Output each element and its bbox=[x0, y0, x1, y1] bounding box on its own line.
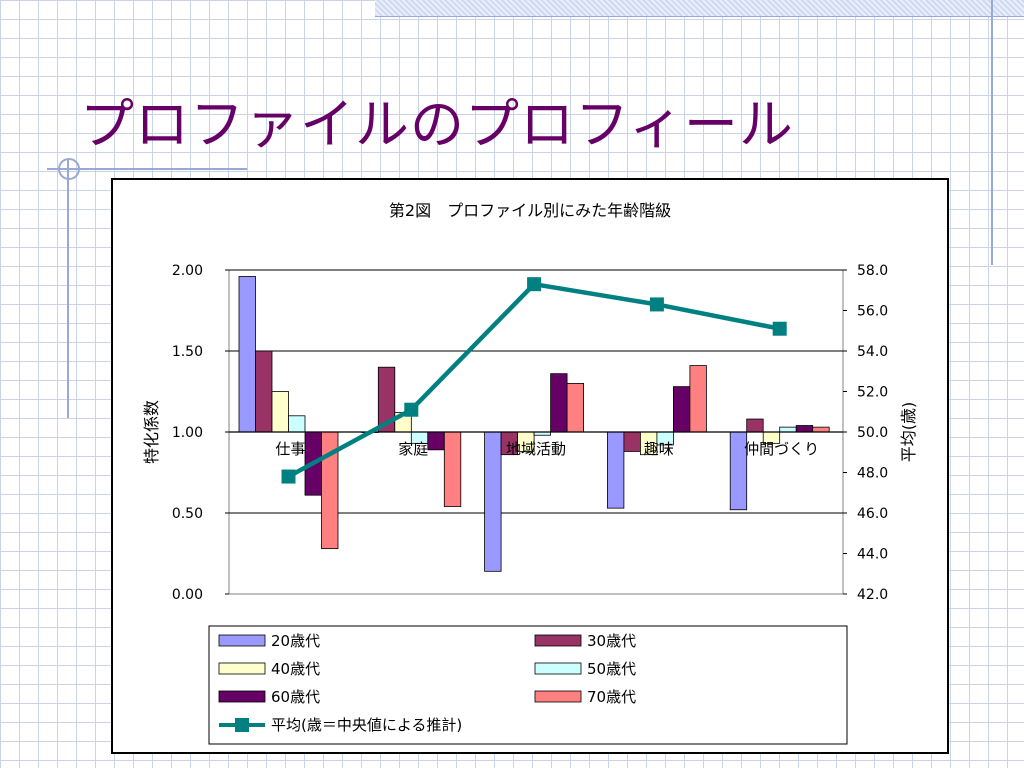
average-point bbox=[772, 321, 787, 336]
y-tick-label: 0.00 bbox=[172, 587, 203, 603]
y-tick-label: 1.50 bbox=[172, 344, 203, 360]
slide-title: プロファイルのプロフィール bbox=[80, 93, 794, 156]
y-tick-label: 2.00 bbox=[172, 263, 203, 279]
y2-tick-label: 42.0 bbox=[857, 587, 888, 603]
title-underline bbox=[47, 168, 247, 170]
legend-swatch bbox=[218, 690, 266, 703]
legend-label: 30歳代 bbox=[587, 632, 636, 650]
legend-label: 60歳代 bbox=[271, 688, 320, 706]
y2-tick-label: 48.0 bbox=[857, 466, 888, 482]
bar bbox=[443, 431, 462, 507]
chart-title: 第2図 プロファイル別にみた年齢階級 bbox=[389, 201, 671, 220]
legend-label: 平均(歳＝中央値による推計) bbox=[271, 716, 462, 734]
bar bbox=[238, 276, 256, 433]
average-point bbox=[527, 277, 542, 292]
y2-tick-label: 46.0 bbox=[857, 506, 888, 522]
chart-frame: 仕事 家庭 地域活動 趣味 仲間づくり 0.00 0.50 1.00 1.50 2.00 42.… bbox=[111, 178, 949, 754]
category-label: 地域活動 bbox=[506, 440, 566, 458]
y-axis-label: 特化係数 bbox=[142, 400, 161, 464]
y2-tick-label: 54.0 bbox=[857, 344, 888, 360]
bar bbox=[689, 365, 707, 433]
average-point bbox=[404, 402, 419, 417]
legend-swatch bbox=[218, 634, 266, 647]
bar bbox=[288, 415, 306, 433]
legend-swatch bbox=[534, 662, 582, 675]
bar bbox=[606, 431, 625, 509]
legend-swatch bbox=[218, 662, 266, 675]
category-label: 仲間づくり bbox=[744, 440, 819, 458]
legend-swatch bbox=[534, 634, 582, 647]
legend-label: 20歳代 bbox=[271, 632, 320, 650]
average-point bbox=[281, 469, 296, 484]
bar bbox=[255, 350, 273, 433]
y2-tick-label: 52.0 bbox=[857, 385, 888, 401]
bar bbox=[484, 431, 502, 572]
bar bbox=[427, 431, 445, 451]
chart-svg: 仕事 家庭 地域活動 趣味 仲間づくり 0.00 0.50 1.00 1.50 2.00 42.… bbox=[142, 201, 918, 745]
left-decorative-line bbox=[67, 160, 69, 418]
legend-box bbox=[208, 625, 848, 745]
bar bbox=[271, 391, 289, 433]
legend-label: 40歳代 bbox=[271, 660, 320, 678]
y2-tick-label: 58.0 bbox=[857, 263, 888, 279]
category-label: 趣味 bbox=[644, 440, 674, 458]
bar bbox=[779, 426, 797, 433]
y2-axis-label: 平均(歳) bbox=[899, 402, 918, 463]
y2-tick-label: 56.0 bbox=[857, 304, 888, 320]
legend-label: 50歳代 bbox=[587, 660, 636, 678]
bar bbox=[795, 425, 814, 433]
bar bbox=[566, 382, 585, 433]
y2-tick-label: 44.0 bbox=[857, 547, 888, 563]
bar bbox=[746, 418, 764, 433]
average-point bbox=[649, 297, 664, 312]
right-decorative-line bbox=[991, 0, 993, 265]
category-label: 仕事 bbox=[275, 440, 305, 458]
y-tick-label: 1.00 bbox=[172, 425, 203, 441]
y2-tick-label: 50.0 bbox=[857, 425, 888, 441]
legend-line-marker bbox=[235, 718, 249, 732]
bar bbox=[673, 386, 691, 433]
y-tick-label: 0.50 bbox=[172, 506, 203, 522]
top-decorative-band bbox=[375, 0, 1024, 17]
circle-ornament bbox=[58, 158, 80, 180]
category-label: 家庭 bbox=[398, 440, 428, 458]
legend-label: 70歳代 bbox=[587, 688, 636, 706]
legend-swatch bbox=[534, 690, 582, 703]
bar bbox=[550, 373, 568, 433]
bar bbox=[812, 426, 830, 433]
bar bbox=[623, 431, 641, 452]
